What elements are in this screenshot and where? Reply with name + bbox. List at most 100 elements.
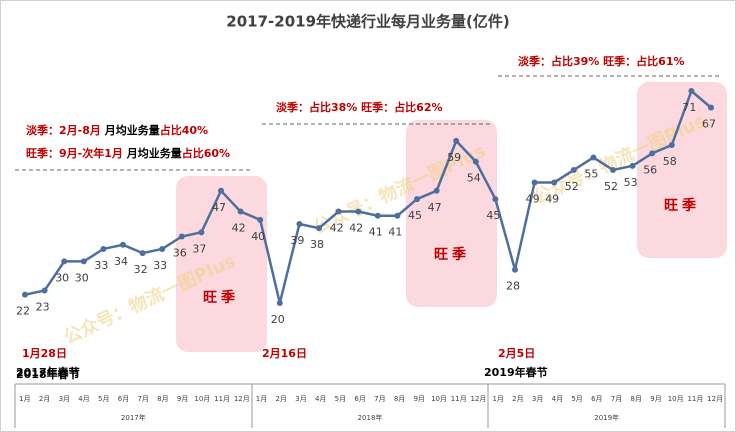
- x-tick-label: 8月: [157, 395, 168, 403]
- peak-box: [176, 176, 267, 352]
- data-label: 39: [290, 234, 304, 247]
- festival-date: 1月28日: [22, 347, 67, 360]
- data-point: [433, 187, 440, 194]
- data-label: 42: [330, 222, 344, 235]
- data-point: [335, 208, 342, 215]
- peak-label: 旺季: [664, 197, 700, 214]
- data-label: 23: [36, 301, 50, 314]
- x-tick-label: 3月: [532, 395, 543, 403]
- data-label: 36: [173, 246, 187, 259]
- data-label: 38: [310, 238, 324, 251]
- annotation-part: 旺季：9月-次年1月: [26, 146, 123, 160]
- annotation-part: 旺季：占比62%: [357, 100, 442, 114]
- data-point: [178, 233, 185, 240]
- data-point: [257, 216, 264, 223]
- data-point: [668, 142, 675, 149]
- data-label: 41: [369, 226, 383, 239]
- data-label: 49: [526, 192, 540, 205]
- x-tick-label: 4月: [552, 395, 563, 403]
- data-label: 30: [75, 271, 89, 284]
- x-tick-label: 6月: [354, 395, 365, 403]
- x-tick-label: 11月: [687, 395, 703, 403]
- annotation-part: 占比60%: [182, 146, 230, 160]
- year-separators: [14, 384, 726, 428]
- data-label: 45: [408, 209, 422, 222]
- data-point: [120, 241, 126, 248]
- data-point: [688, 88, 695, 94]
- data-point: [453, 137, 460, 144]
- data-point: [394, 212, 401, 219]
- peak-box: [406, 120, 497, 307]
- data-point: [649, 150, 656, 157]
- x-tick-label: 2月: [39, 395, 50, 403]
- festival-label: 2017年春节: [16, 365, 80, 379]
- x-tick-label: 11月: [451, 395, 467, 403]
- x-tick-label: 4月: [315, 395, 326, 403]
- x-tick-label: 10月: [431, 395, 447, 403]
- x-tick-label: 6月: [591, 395, 602, 403]
- series-line: [24, 88, 712, 304]
- data-label: 37: [192, 242, 206, 255]
- data-label: 28: [506, 280, 520, 293]
- year-label: 2018年: [358, 413, 383, 422]
- year-label: 2017年: [121, 413, 146, 422]
- data-label: 42: [349, 222, 363, 235]
- peak-box: [637, 82, 727, 258]
- data-label: 32: [134, 263, 148, 276]
- x-tick-label: 8月: [631, 395, 642, 403]
- x-tick-label: 9月: [177, 395, 188, 403]
- x-tick-label: 6月: [118, 395, 129, 403]
- annotation-part: 月均业务量: [101, 123, 160, 137]
- peak-label: 旺季: [203, 289, 239, 306]
- data-point: [61, 258, 68, 265]
- x-tick-label: 2月: [276, 395, 287, 403]
- data-label: 41: [388, 226, 402, 239]
- x-tick-label: 3月: [295, 395, 306, 403]
- festival-date: 2月5日: [498, 347, 535, 360]
- data-point: [374, 212, 381, 219]
- data-point: [139, 250, 146, 257]
- data-label: 71: [682, 101, 696, 114]
- festival-label: 2018年春节: [16, 367, 80, 381]
- x-tick-label: 3月: [59, 395, 70, 403]
- x-tick-label: 12月: [471, 395, 487, 403]
- data-point: [316, 225, 322, 232]
- data-label: 59: [447, 151, 461, 164]
- data-label: 33: [153, 259, 167, 272]
- data-point: [472, 158, 479, 165]
- data-point: [276, 300, 283, 306]
- annotation: 淡季：2月-8月 月均业务量占比40%: [26, 123, 208, 137]
- annotation-part: 淡季：占比38%: [276, 100, 357, 114]
- x-tick-label: 5月: [335, 395, 346, 403]
- data-label: 30: [55, 271, 69, 284]
- data-label: 34: [114, 255, 128, 268]
- festival-date: 2月16日: [262, 347, 307, 360]
- data-label: 40: [251, 230, 265, 243]
- data-point: [237, 208, 244, 215]
- data-label: 52: [565, 180, 579, 193]
- data-label: 20: [271, 313, 285, 326]
- data-point: [41, 287, 48, 294]
- data-label: 45: [486, 209, 500, 222]
- annotation-part: 旺季：占比61%: [599, 54, 684, 68]
- x-tick-label: 10月: [194, 395, 210, 403]
- x-tick-label: 8月: [394, 395, 405, 403]
- data-label: 55: [584, 168, 598, 181]
- data-point: [492, 196, 499, 203]
- data-point: [159, 245, 166, 252]
- data-point: [708, 104, 714, 111]
- x-tick-label: 1月: [256, 395, 267, 403]
- x-tick-label: 7月: [374, 395, 385, 403]
- data-label: 42: [232, 222, 246, 235]
- x-tick-label: 5月: [571, 395, 582, 403]
- data-point: [610, 166, 616, 173]
- x-tick-label: 1月: [492, 395, 503, 403]
- annotation-part: 月均业务量: [123, 146, 182, 160]
- data-point: [531, 179, 538, 186]
- annotation: 淡季：占比39% 旺季：占比61%: [518, 54, 685, 68]
- annotation-part: 淡季：占比39%: [518, 54, 599, 68]
- x-tick-label: 10月: [668, 395, 684, 403]
- data-label: 52: [604, 180, 618, 193]
- x-tick-label: 9月: [650, 395, 661, 403]
